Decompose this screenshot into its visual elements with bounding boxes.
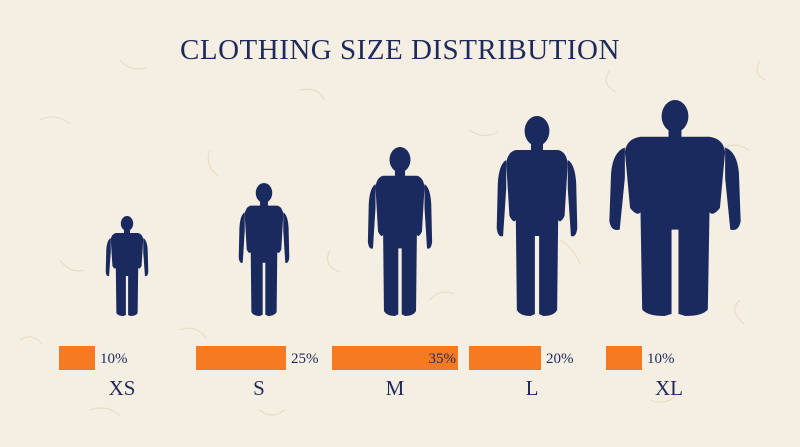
bar-m	[332, 346, 458, 370]
human-figure-l-icon	[496, 116, 578, 316]
value-label-l: 20%	[546, 351, 574, 367]
chart-title: CLOTHING SIZE DISTRIBUTION	[180, 34, 620, 66]
category-label-xs: XS	[109, 376, 136, 400]
value-label-m: 35%	[429, 351, 457, 367]
paper-fibers	[19, 59, 767, 417]
human-figure-xs-icon	[105, 216, 149, 316]
bar-xl	[606, 346, 642, 370]
value-label-xl: 10%	[647, 351, 675, 367]
human-figure-xl-icon	[609, 100, 741, 316]
value-label-xs: 10%	[100, 351, 128, 367]
bars-layer	[59, 346, 642, 370]
category-label-s: S	[253, 376, 265, 400]
bar-xs	[59, 346, 95, 370]
figures-layer	[105, 100, 741, 316]
human-figure-s-icon	[238, 183, 290, 316]
category-label-l: L	[526, 376, 539, 400]
human-figure-m-icon	[367, 147, 433, 316]
category-label-xl: XL	[655, 376, 683, 400]
value-label-s: 25%	[291, 351, 319, 367]
bar-s	[196, 346, 286, 370]
labels-layer: 10% XS 25% S 35% M 20% L 10% XL	[100, 351, 683, 400]
category-label-m: M	[386, 376, 405, 400]
bar-l	[469, 346, 541, 370]
